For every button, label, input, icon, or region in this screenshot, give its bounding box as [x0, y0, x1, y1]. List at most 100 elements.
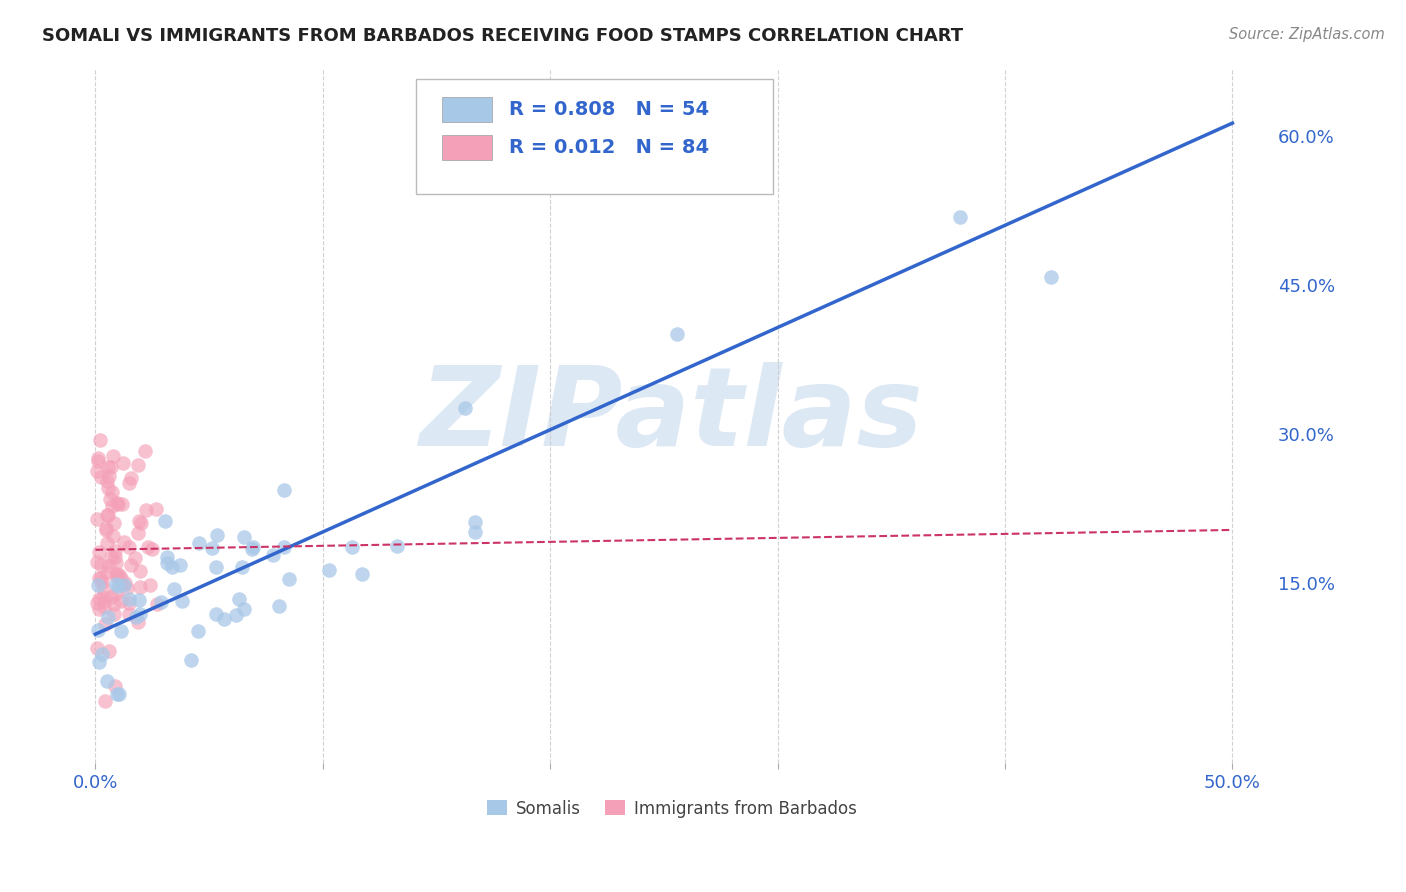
Point	[93, 599, 115, 614]
Point	[96, 566, 118, 580]
Point	[454, 401, 477, 415]
Point	[278, 573, 301, 587]
Point	[127, 615, 149, 629]
Point	[201, 541, 224, 555]
Point	[267, 599, 290, 614]
Point	[205, 560, 228, 574]
Point	[100, 550, 122, 565]
Point	[105, 568, 128, 582]
Point	[242, 540, 264, 554]
Legend: Somalis, Immigrants from Barbados: Somalis, Immigrants from Barbados	[481, 793, 863, 824]
Point	[273, 483, 295, 497]
Point	[104, 586, 127, 600]
Point	[139, 578, 162, 592]
Text: R = 0.808   N = 54: R = 0.808 N = 54	[509, 100, 709, 119]
Text: Source: ZipAtlas.com: Source: ZipAtlas.com	[1229, 27, 1385, 42]
Point	[156, 549, 179, 564]
Point	[90, 571, 112, 585]
Point	[101, 499, 124, 513]
Point	[97, 508, 120, 522]
Point	[146, 597, 169, 611]
Point	[187, 624, 209, 639]
Point	[129, 565, 152, 579]
Point	[94, 523, 117, 537]
Point	[114, 576, 136, 591]
Point	[94, 693, 117, 707]
Point	[118, 596, 141, 610]
Point	[105, 496, 128, 510]
Point	[117, 607, 139, 621]
Point	[340, 540, 363, 554]
Point	[98, 644, 121, 658]
Point	[129, 581, 152, 595]
Point	[666, 327, 689, 342]
Point	[103, 597, 125, 611]
Text: R = 0.012   N = 84: R = 0.012 N = 84	[509, 138, 709, 157]
Point	[212, 612, 235, 626]
Point	[135, 503, 157, 517]
Point	[104, 549, 127, 564]
Point	[87, 623, 110, 637]
Point	[98, 469, 121, 483]
Point	[108, 568, 131, 582]
Point	[97, 559, 120, 574]
Point	[101, 450, 124, 464]
Point	[104, 543, 127, 558]
Point	[87, 655, 110, 669]
Point	[150, 595, 173, 609]
Point	[350, 567, 373, 582]
Point	[205, 607, 228, 621]
Point	[98, 492, 121, 507]
Point	[97, 610, 120, 624]
Point	[103, 516, 125, 531]
Point	[127, 458, 149, 473]
Point	[121, 470, 143, 484]
Point	[240, 541, 263, 556]
Point	[127, 526, 149, 541]
Point	[89, 545, 111, 559]
Point	[111, 497, 134, 511]
Point	[111, 576, 134, 591]
Point	[124, 550, 146, 565]
Point	[112, 456, 135, 470]
Point	[232, 601, 254, 615]
Point	[141, 542, 163, 557]
Point	[90, 469, 112, 483]
Point	[89, 433, 111, 447]
Point	[86, 512, 108, 526]
Bar	[443, 136, 492, 161]
Point	[90, 647, 112, 661]
Point	[118, 540, 141, 554]
Point	[86, 464, 108, 478]
Point	[134, 444, 156, 458]
Point	[129, 607, 152, 622]
Point	[96, 508, 118, 522]
Point	[91, 582, 114, 596]
Point	[93, 593, 115, 607]
Point	[105, 687, 128, 701]
Point	[100, 459, 122, 474]
Point	[464, 525, 486, 540]
Point	[233, 530, 256, 544]
Point	[91, 574, 114, 589]
Point	[110, 571, 132, 585]
Point	[205, 527, 228, 541]
Point	[87, 601, 110, 615]
Point	[180, 653, 202, 667]
Point	[105, 567, 128, 582]
Point	[87, 454, 110, 468]
Point	[262, 548, 284, 562]
Text: 60.0%: 60.0%	[1278, 129, 1334, 147]
Point	[169, 558, 191, 573]
Point	[100, 485, 122, 500]
Point	[104, 557, 127, 571]
Point	[87, 592, 110, 607]
Point	[948, 211, 970, 225]
Point	[110, 594, 132, 608]
Point	[128, 592, 150, 607]
Point	[97, 460, 120, 475]
Point	[91, 590, 114, 604]
Point	[96, 535, 118, 549]
Text: 45.0%: 45.0%	[1278, 277, 1334, 296]
Point	[273, 540, 295, 554]
